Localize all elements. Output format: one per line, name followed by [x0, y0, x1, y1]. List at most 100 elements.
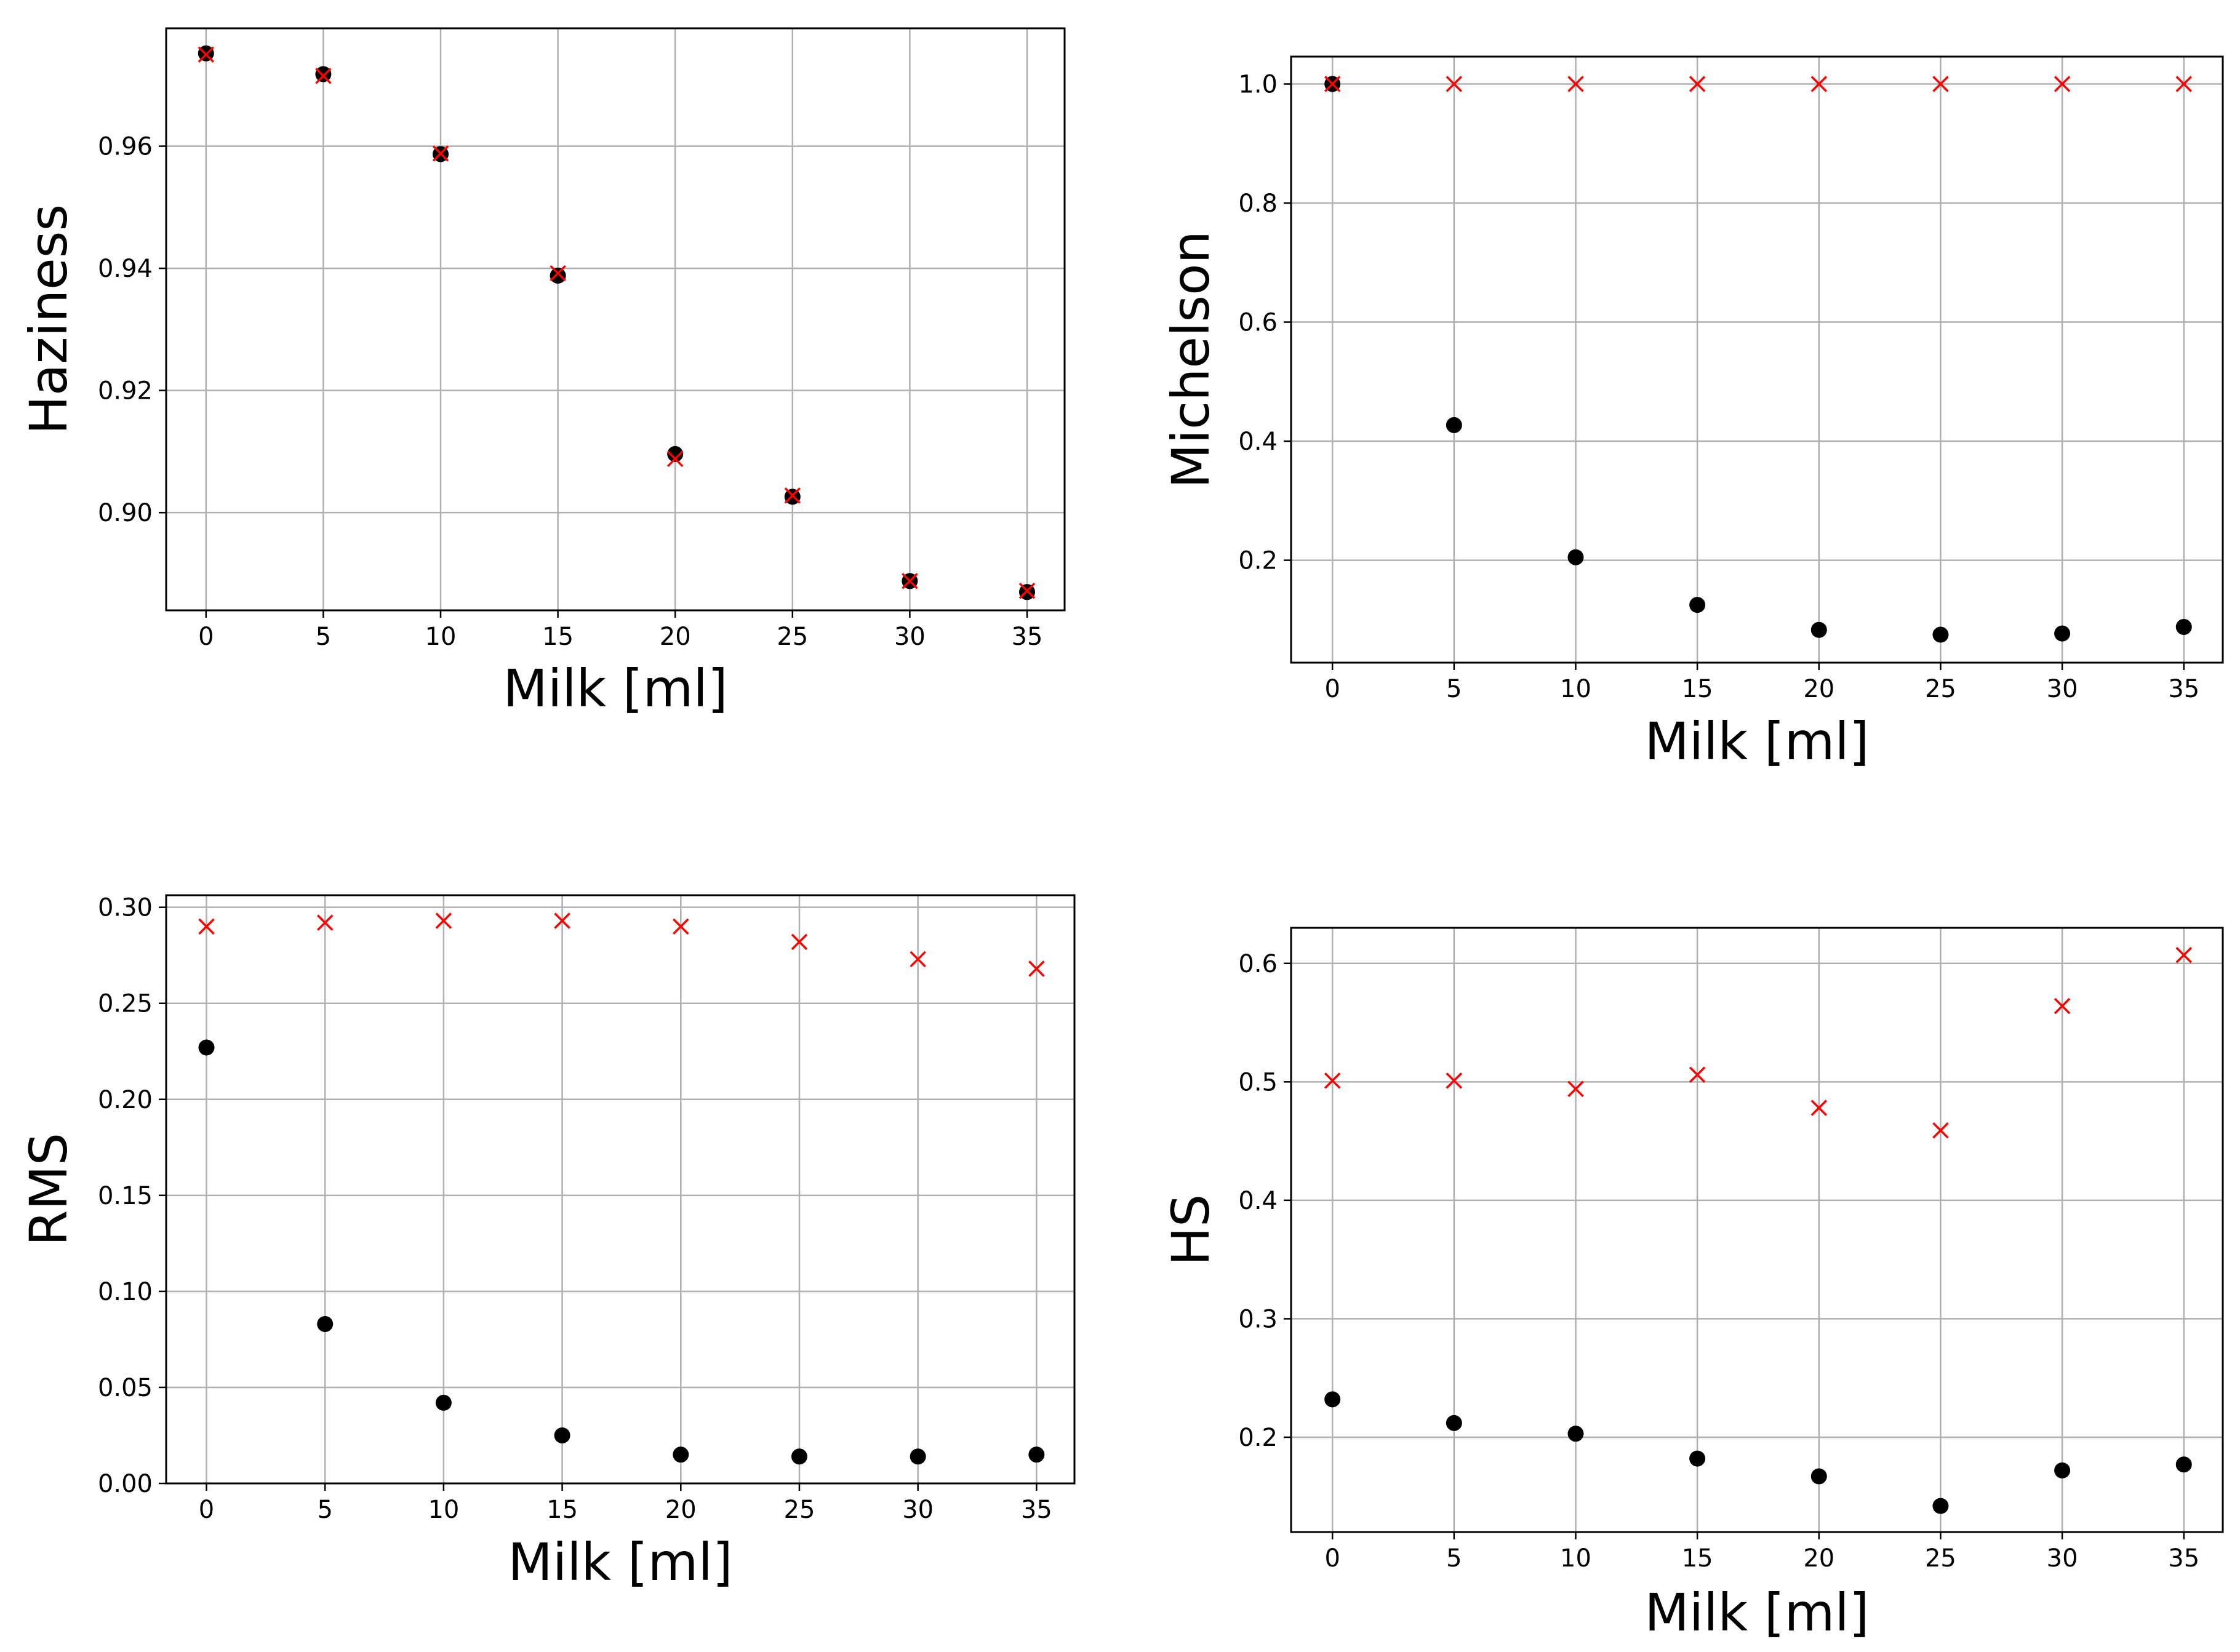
hs-y-tick-label: 0.4: [1238, 1187, 1278, 1215]
rms-red-cross: [1028, 960, 1045, 977]
michelson-y-tick-label: 0.2: [1238, 547, 1278, 575]
hs-red-cross: [2175, 947, 2192, 964]
hs-black-dot: [2175, 1456, 2192, 1473]
rms-black-dot: [1028, 1446, 1045, 1463]
haziness-y-tick-label: 0.94: [98, 255, 153, 283]
michelson-black-dot: [2054, 625, 2071, 642]
hs-ticks: 0 5 10 15 20 25 30 35 0.2 0.3 0.4 0.5 0.6: [1238, 950, 2199, 1573]
hs-y-tick-label: 0.2: [1238, 1424, 1278, 1452]
michelson-x-axis-label: Milk [ml]: [1644, 711, 1869, 772]
hs-black-dot: [1689, 1450, 1706, 1467]
rms-black-dot: [673, 1446, 689, 1463]
haziness-ticks: 0 5 10 15 20 25 30 35 0.90 0.92 0.94 0.96: [98, 133, 1043, 651]
rms-black-dot: [791, 1448, 807, 1465]
michelson-y-tick-label: 0.6: [1238, 309, 1278, 337]
rms-ticks: 0 5 10 15 20 25 30 35 0.00 0.05 0.10 0.15 0.20 0.25 0.…: [98, 894, 1052, 1524]
haziness-red-cross: [550, 265, 566, 282]
michelson-grid: [1291, 57, 2223, 663]
hs-red-cross: [1446, 1072, 1463, 1089]
rms-y-tick-label: 0.20: [98, 1086, 153, 1114]
haziness-y-axis-label: Haziness: [18, 204, 79, 435]
hs-red-cross: [1932, 1122, 1949, 1139]
rms-axes-frame: [165, 894, 1076, 1485]
rms-y-tick-label: 0.25: [98, 990, 153, 1018]
rms-black-dot: [317, 1315, 334, 1332]
haziness-red-cross: [666, 450, 684, 468]
haziness-x-tick-label: 20: [660, 623, 691, 651]
rms-red-cross: [316, 914, 334, 931]
rms-x-tick-label: 10: [428, 1496, 459, 1524]
hs-red-cross: [1810, 1099, 1828, 1116]
haziness-red-cross: [1018, 582, 1036, 599]
rms-black-dot: [910, 1448, 926, 1465]
michelson-red-cross: [2054, 76, 2071, 92]
michelson-x-tick-label: 15: [1682, 675, 1713, 703]
haziness-red-cross: [315, 68, 332, 84]
hs-y-tick-label: 0.3: [1238, 1305, 1278, 1333]
hs-x-tick-label: 25: [1925, 1544, 1956, 1573]
haziness-grid: [166, 28, 1065, 610]
haziness-black-dot: [315, 66, 332, 82]
haziness-red-cross: [784, 487, 801, 504]
haziness-red-cross: [432, 145, 449, 162]
michelson-x-tick-label: 5: [1446, 675, 1462, 703]
haziness-y-tick-label: 0.92: [98, 377, 153, 405]
michelson-y-tick-label: 0.4: [1238, 428, 1278, 456]
michelson-red-cross: [1689, 76, 1706, 92]
hs-x-tick-label: 5: [1446, 1544, 1462, 1573]
hs-black-dot: [2054, 1462, 2071, 1478]
hs-red-cross: [1567, 1080, 1584, 1098]
haziness-axes-frame: [165, 27, 1066, 612]
michelson-red-cross: [1932, 76, 1949, 92]
rms-y-tick-label: 0.10: [98, 1278, 153, 1306]
hs-x-tick-label: 20: [1803, 1544, 1834, 1573]
michelson-x-tick-label: 35: [2168, 675, 2199, 703]
hs-black-dot: [1446, 1415, 1462, 1431]
hs-x-axis-label: Milk [ml]: [1644, 1582, 1869, 1643]
michelson-red-cross: [1810, 76, 1828, 92]
haziness-x-tick-label: 25: [777, 623, 808, 651]
rms-x-tick-label: 35: [1021, 1496, 1052, 1524]
michelson-red-cross: [1567, 76, 1584, 92]
rms-red-cross: [910, 951, 926, 968]
michelson-axes-frame: [1290, 55, 2224, 664]
michelson-x-tick-label: 25: [1925, 675, 1956, 703]
hs-black-dot: [1810, 1468, 1827, 1485]
haziness-red-cross: [198, 46, 215, 63]
rms-x-tick-label: 30: [902, 1496, 934, 1524]
hs-black-dot: [1932, 1498, 1949, 1514]
michelson-markers: [1324, 76, 2192, 643]
hs-panel: 0 5 10 15 20 25 30 350.20.30.40.50.6 Milk [ml] …: [1161, 927, 2224, 1643]
rms-black-dot: [554, 1427, 570, 1443]
michelson-x-tick-label: 30: [2047, 675, 2078, 703]
haziness-x-tick-label: 30: [894, 623, 926, 651]
hs-y-tick-label: 0.5: [1238, 1068, 1278, 1096]
michelson-panel: 0 5 10 15 20 25 30 350.20.40.60.81.0 Milk [ml] …: [1161, 55, 2224, 772]
rms-red-cross: [673, 918, 689, 935]
hs-markers: [1324, 947, 2192, 1514]
haziness-red-cross: [902, 573, 918, 589]
rms-y-tick-label: 0.30: [98, 894, 153, 922]
michelson-black-dot: [1932, 626, 1949, 643]
michelson-black-dot: [1446, 417, 1462, 433]
michelson-black-dot: [1810, 621, 1827, 638]
haziness-x-tick-label: 10: [425, 623, 457, 651]
rms-x-tick-label: 20: [665, 1496, 697, 1524]
michelson-black-dot: [1689, 597, 1706, 613]
michelson-y-tick-label: 1.0: [1238, 71, 1278, 99]
rms-x-tick-label: 0: [199, 1496, 214, 1524]
haziness-x-tick-label: 5: [316, 623, 331, 651]
hs-x-tick-label: 0: [1324, 1544, 1340, 1573]
rms-panel: 0 5 10 15 20 25 30 35 0.00 0.05 0.10 0.15 0.20 0.25 0.…: [18, 894, 1076, 1592]
michelson-red-cross: [2175, 76, 2192, 92]
michelson-y-axis-label: Michelson: [1161, 231, 1221, 489]
hs-black-dot: [1567, 1426, 1584, 1442]
rms-x-axis-label: Milk [ml]: [508, 1532, 732, 1592]
hs-red-cross: [2054, 997, 2071, 1015]
hs-axes-frame: [1290, 927, 2224, 1533]
hs-x-tick-label: 10: [1560, 1544, 1591, 1573]
rms-x-tick-label: 25: [784, 1496, 815, 1524]
rms-black-dot: [198, 1039, 215, 1056]
rms-x-tick-label: 5: [317, 1496, 332, 1524]
